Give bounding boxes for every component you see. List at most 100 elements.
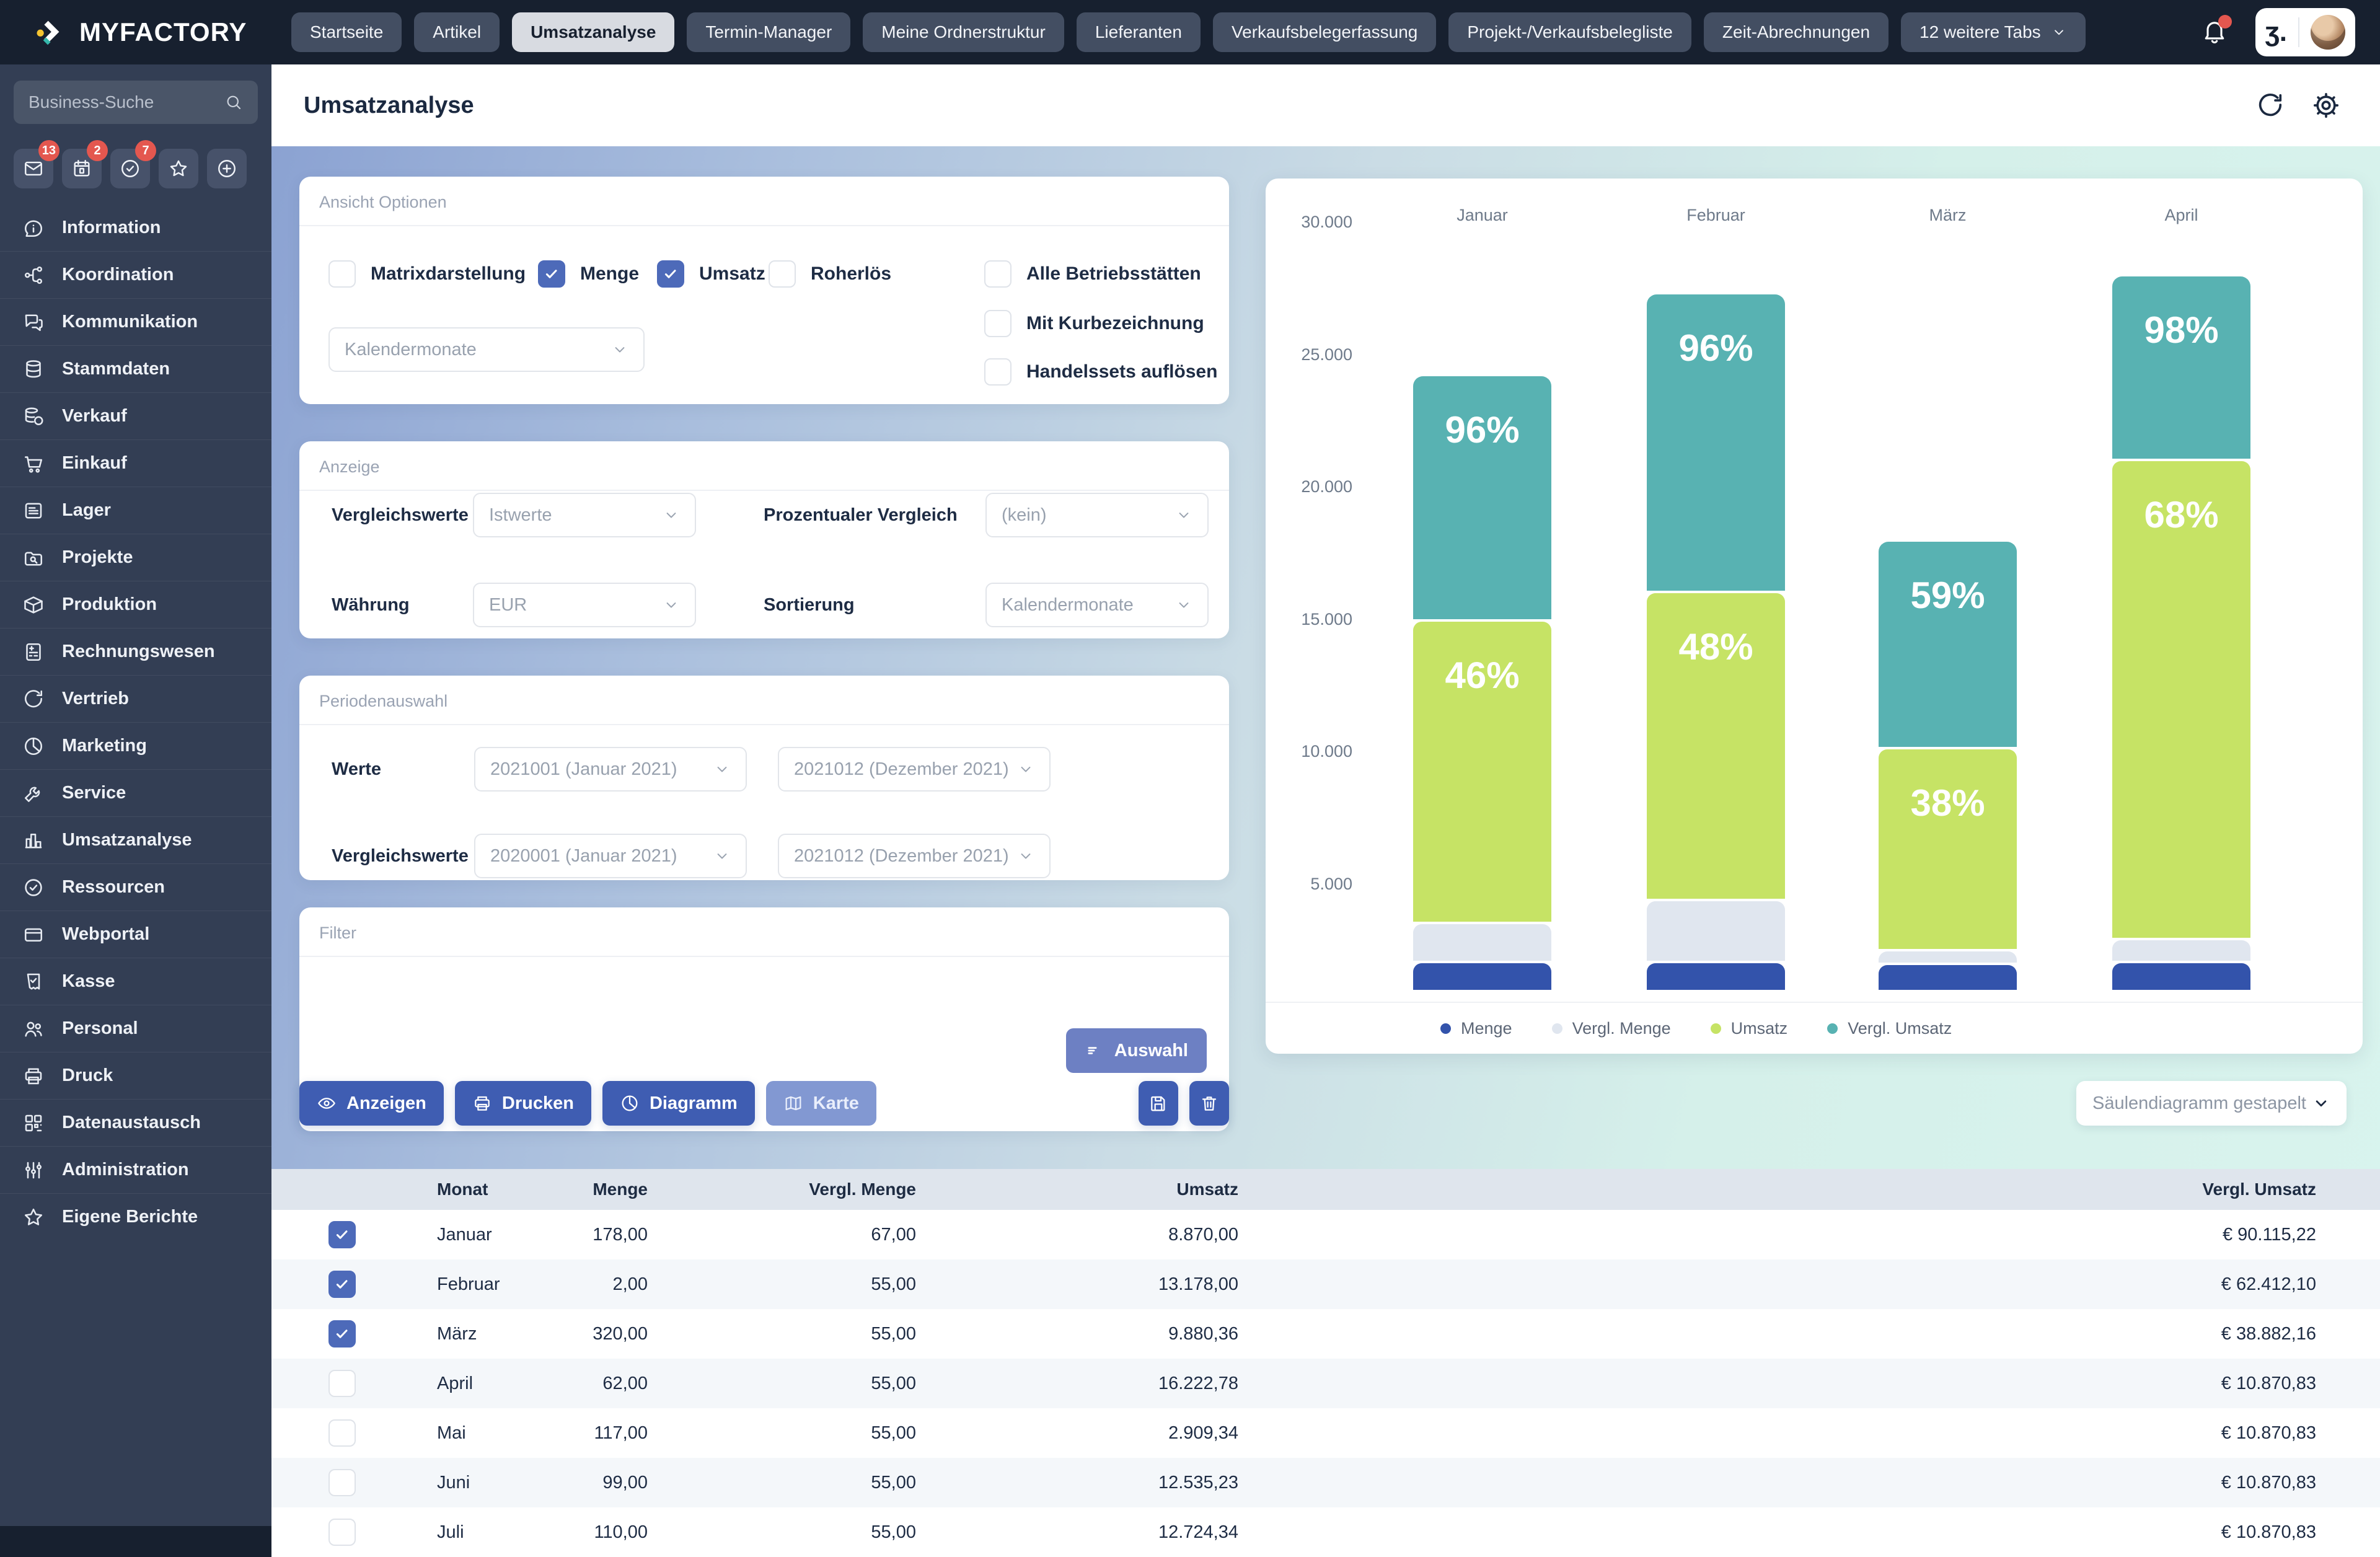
row-checkbox[interactable] bbox=[328, 1408, 356, 1458]
row-checkbox[interactable] bbox=[328, 1458, 356, 1507]
dropdown-prozentualer-vergleich[interactable]: (kein) bbox=[985, 493, 1209, 537]
user-card[interactable]: ʒ. bbox=[2255, 8, 2355, 56]
notifications-button[interactable] bbox=[2201, 14, 2232, 48]
sidebar-item-lager[interactable]: Lager bbox=[0, 487, 271, 534]
dropdown-vergleichswerte-von[interactable]: 2020001 (Januar 2021) bbox=[474, 834, 747, 878]
tab-lieferanten[interactable]: Lieferanten bbox=[1076, 12, 1201, 52]
dropdown-wahrung[interactable]: EUR bbox=[473, 583, 696, 627]
tab-zeit-abrechnungen[interactable]: Zeit-Abrechnungen bbox=[1703, 12, 1889, 52]
sidebar-item-einkauf[interactable]: Einkauf bbox=[0, 439, 271, 487]
table-row-juli[interactable]: Juli 110,00 55,00 12.724,34 € 10.870,83 bbox=[271, 1507, 2380, 1557]
checkbox-menge[interactable]: Menge bbox=[538, 260, 639, 288]
checkbox-box[interactable] bbox=[984, 260, 1011, 288]
checkbox-box[interactable] bbox=[984, 358, 1011, 386]
cell-vergl-umsatz: € 38.882,16 bbox=[2221, 1323, 2316, 1344]
sidebar-item-kommunikation[interactable]: Kommunikation bbox=[0, 298, 271, 345]
sidebar-item-projekte[interactable]: Projekte bbox=[0, 534, 271, 581]
bar-januar[interactable]: 46% 96% bbox=[1413, 376, 1551, 990]
checkbox-box[interactable] bbox=[769, 260, 796, 288]
legend-item-umsatz: Umsatz bbox=[1710, 1019, 1787, 1038]
row-checkbox[interactable] bbox=[328, 1507, 356, 1557]
anzeigen-button[interactable]: Anzeigen bbox=[299, 1081, 444, 1126]
checkbox-box[interactable] bbox=[657, 260, 684, 288]
row-checkbox[interactable] bbox=[328, 1309, 356, 1359]
sidebar-item-kasse[interactable]: Kasse bbox=[0, 958, 271, 1005]
tab-projekt-verkaufsbelegliste[interactable]: Projekt-/Verkaufsbelegliste bbox=[1448, 12, 1691, 52]
checkbox-box[interactable] bbox=[538, 260, 565, 288]
drucken-button[interactable]: Drucken bbox=[454, 1081, 591, 1126]
bar-februar[interactable]: 48% 96% bbox=[1647, 294, 1785, 990]
check-circle-icon bbox=[121, 160, 139, 177]
sidebar-item-personal[interactable]: Personal bbox=[0, 1005, 271, 1052]
check-circle-shortcut-button[interactable]: 7 bbox=[110, 140, 156, 188]
save-button[interactable] bbox=[1139, 1081, 1178, 1126]
karte-button[interactable]: Karte bbox=[765, 1081, 876, 1126]
tab-termin-manager[interactable]: Termin-Manager bbox=[687, 12, 851, 52]
sidebar-item-marketing[interactable]: Marketing bbox=[0, 722, 271, 769]
sidebar-item-umsatzanalyse[interactable]: Umsatzanalyse bbox=[0, 816, 271, 863]
sidebar-item-koordination[interactable]: Koordination bbox=[0, 251, 271, 298]
sidebar-item-administration[interactable]: Administration bbox=[0, 1146, 271, 1193]
sidebar-item-datenaustausch[interactable]: Datenaustausch bbox=[0, 1099, 271, 1146]
dropdown-vergleichswerte[interactable]: Istwerte bbox=[473, 493, 696, 537]
tab-umsatzanalyse[interactable]: Umsatzanalyse bbox=[512, 12, 675, 52]
sidebar-item-webportal[interactable]: Webportal bbox=[0, 911, 271, 958]
sidebar-item-service[interactable]: Service bbox=[0, 769, 271, 816]
refresh-icon[interactable] bbox=[2256, 91, 2285, 120]
zeitraum-dropdown[interactable]: Kalendermonate bbox=[328, 327, 645, 372]
bar-marz[interactable]: 38% 59% bbox=[1879, 542, 2017, 990]
sidebar-item-verkauf[interactable]: Verkauf bbox=[0, 392, 271, 439]
search-input[interactable]: Business-Suche bbox=[14, 81, 258, 124]
table-row-april[interactable]: April 62,00 55,00 16.222,78 € 10.870,83 bbox=[271, 1359, 2380, 1408]
more-tabs-dropdown[interactable]: 12 weitere Tabs bbox=[1901, 12, 2086, 52]
sidebar-item-label: Druck bbox=[62, 1065, 113, 1085]
checkbox-matrixdarstellung[interactable]: Matrixdarstellung bbox=[328, 260, 526, 288]
tab-verkaufsbelegerfassung[interactable]: Verkaufsbelegerfassung bbox=[1212, 12, 1437, 52]
info-icon bbox=[24, 219, 43, 237]
dropdown-werte-von[interactable]: 2021001 (Januar 2021) bbox=[474, 747, 747, 792]
mail-shortcut-button[interactable]: 13 bbox=[14, 140, 60, 188]
row-checkbox[interactable] bbox=[328, 1210, 356, 1259]
dropdown-sortierung[interactable]: Kalendermonate bbox=[985, 583, 1209, 627]
sidebar-item-information[interactable]: Information bbox=[0, 205, 271, 251]
sidebar-item-druck[interactable]: Druck bbox=[0, 1052, 271, 1099]
tab-artikel[interactable]: Artikel bbox=[414, 12, 500, 52]
sidebar-item-vertrieb[interactable]: Vertrieb bbox=[0, 675, 271, 722]
checkbox-alle-betriebsstatten[interactable]: Alle Betriebsstätten bbox=[984, 260, 1201, 288]
avatar[interactable] bbox=[2311, 15, 2345, 50]
plus-circle-shortcut-button[interactable] bbox=[207, 149, 247, 188]
tab-startseite[interactable]: Startseite bbox=[291, 12, 402, 52]
checkbox-roherlos[interactable]: Roherlös bbox=[769, 260, 891, 288]
auswahl-button[interactable]: Auswahl bbox=[1065, 1028, 1207, 1073]
dropdown-value: (kein) bbox=[1002, 505, 1047, 525]
gear-icon[interactable] bbox=[2312, 91, 2340, 120]
diagramm-button[interactable]: Diagramm bbox=[602, 1081, 755, 1126]
table-row-februar[interactable]: Februar 2,00 55,00 13.178,00 € 62.412,10 bbox=[271, 1259, 2380, 1309]
dropdown-werte-bis[interactable]: 2021012 (Dezember 2021) bbox=[778, 747, 1051, 792]
dropdown-vergleichswerte-bis[interactable]: 2021012 (Dezember 2021) bbox=[778, 834, 1051, 878]
bar-april[interactable]: 68% 98% bbox=[2112, 276, 2250, 990]
chart-type-dropdown[interactable]: Säulendiagramm gestapelt bbox=[2076, 1081, 2347, 1126]
sidebar-item-stammdaten[interactable]: Stammdaten bbox=[0, 345, 271, 392]
checkbox-handelssets-auflosen[interactable]: Handelssets auflösen bbox=[984, 358, 1217, 386]
checkbox-box[interactable] bbox=[984, 310, 1011, 337]
star-shortcut-button[interactable] bbox=[159, 149, 198, 188]
calendar-shortcut-button[interactable]: 2 bbox=[62, 140, 108, 188]
row-checkbox[interactable] bbox=[328, 1259, 356, 1309]
table-row-mai[interactable]: Mai 117,00 55,00 2.909,34 € 10.870,83 bbox=[271, 1408, 2380, 1458]
sidebar-item-eigene-berichte[interactable]: Eigene Berichte bbox=[0, 1193, 271, 1240]
table-row-januar[interactable]: Januar 178,00 67,00 8.870,00 € 90.115,22 bbox=[271, 1210, 2380, 1259]
checkbox-box[interactable] bbox=[328, 260, 356, 288]
row-checkbox[interactable] bbox=[328, 1359, 356, 1408]
sidebar-item-ressourcen[interactable]: Ressourcen bbox=[0, 863, 271, 911]
table-row-marz[interactable]: März 320,00 55,00 9.880,36 € 38.882,16 bbox=[271, 1309, 2380, 1359]
sidebar-item-rechnungswesen[interactable]: Rechnungswesen bbox=[0, 628, 271, 675]
sidebar-item-produktion[interactable]: Produktion bbox=[0, 581, 271, 628]
table-row-juni[interactable]: Juni 99,00 55,00 12.535,23 € 10.870,83 bbox=[271, 1458, 2380, 1507]
checkbox-mit-kurbezeichnung[interactable]: Mit Kurbezeichnung bbox=[984, 310, 1204, 337]
badge-check-icon bbox=[25, 878, 42, 896]
pct-label: 59% bbox=[1910, 575, 1985, 617]
checkbox-umsatz[interactable]: Umsatz bbox=[657, 260, 765, 288]
tab-meine-ordnerstruktur[interactable]: Meine Ordnerstruktur bbox=[863, 12, 1064, 52]
delete-button[interactable] bbox=[1189, 1081, 1229, 1126]
